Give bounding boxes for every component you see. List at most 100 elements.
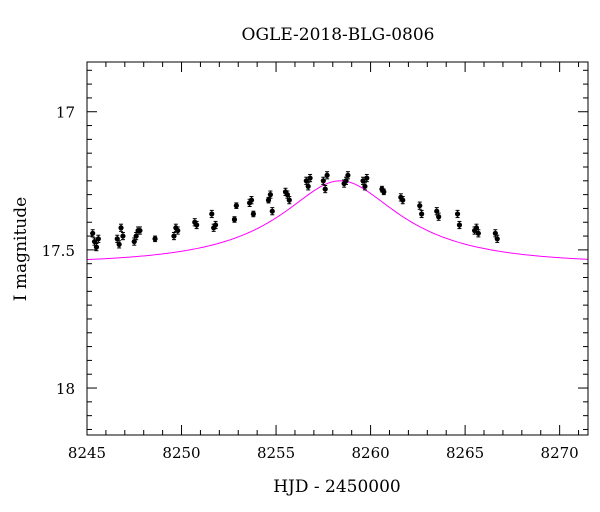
point-marker	[307, 175, 313, 181]
point-marker	[194, 222, 200, 228]
point-marker	[360, 178, 366, 184]
point-marker	[362, 183, 368, 189]
point-marker	[116, 241, 122, 247]
data-point	[131, 237, 137, 246]
data-point	[212, 220, 219, 230]
data-points-layer	[90, 171, 500, 252]
data-point	[419, 209, 425, 219]
point-marker	[265, 197, 272, 203]
point-marker	[91, 238, 98, 245]
point-marker	[434, 208, 440, 214]
point-marker	[364, 175, 370, 181]
y-axis-label: I magnitude	[11, 197, 31, 301]
data-point	[400, 196, 406, 205]
data-point	[381, 188, 387, 196]
data-point	[320, 176, 326, 185]
point-marker	[90, 230, 96, 236]
x-tick-label: 8270	[541, 444, 579, 462]
data-point	[494, 234, 500, 243]
x-tick-label: 8265	[446, 444, 484, 462]
point-marker	[492, 230, 498, 236]
axis-ticks	[86, 62, 588, 435]
point-marker	[269, 208, 275, 214]
point-marker	[343, 178, 349, 184]
point-marker	[322, 186, 328, 192]
point-marker	[473, 225, 480, 231]
data-point	[116, 240, 122, 249]
model-curve-layer	[86, 180, 589, 261]
chart-title: OGLE-2018-BLG-0806	[242, 25, 435, 45]
point-marker	[454, 211, 461, 217]
data-point	[233, 202, 239, 209]
point-marker	[93, 244, 100, 250]
data-point	[307, 173, 313, 183]
data-point	[194, 220, 200, 230]
point-marker	[400, 197, 406, 203]
point-marker	[303, 178, 309, 184]
point-marker	[305, 183, 311, 189]
data-point	[324, 171, 330, 180]
x-axis-label: HJD - 2450000	[273, 477, 401, 497]
point-marker	[419, 211, 425, 217]
data-point	[250, 210, 256, 218]
data-point	[90, 229, 96, 238]
point-marker	[494, 236, 500, 242]
data-point	[118, 223, 124, 232]
data-point	[456, 220, 463, 230]
data-point	[364, 173, 370, 183]
point-marker	[248, 197, 255, 203]
data-point	[322, 185, 328, 194]
point-marker	[95, 236, 101, 242]
data-point	[286, 196, 292, 205]
point-marker	[209, 211, 215, 217]
point-marker	[320, 178, 326, 184]
y-tick-label: 18	[56, 380, 75, 398]
point-marker	[120, 233, 126, 239]
data-point	[231, 216, 238, 223]
data-point	[175, 226, 181, 235]
point-marker	[286, 197, 292, 203]
data-point	[454, 209, 461, 219]
data-point	[95, 234, 101, 243]
point-marker	[250, 211, 256, 217]
point-marker	[175, 227, 181, 234]
data-point	[345, 171, 351, 180]
y-tick-label: 17.5	[42, 242, 75, 260]
x-tick-label: 8255	[257, 444, 295, 462]
point-marker	[118, 225, 124, 231]
data-point	[417, 201, 423, 210]
data-point	[248, 196, 255, 205]
data-point	[152, 235, 158, 243]
y-tick-labels: 17 17.5 18	[42, 104, 75, 398]
data-point	[265, 196, 272, 204]
point-marker	[131, 238, 137, 245]
point-marker	[456, 222, 463, 228]
data-point	[475, 229, 481, 238]
data-point	[209, 209, 215, 219]
point-marker	[231, 216, 238, 223]
data-point	[305, 182, 311, 191]
point-marker	[475, 230, 481, 236]
point-marker	[417, 203, 423, 209]
point-marker	[137, 227, 143, 234]
data-point	[137, 226, 143, 235]
data-point	[436, 212, 442, 221]
point-marker	[267, 192, 273, 198]
point-marker	[133, 233, 139, 239]
data-point	[269, 207, 275, 216]
x-tick-label: 8260	[351, 444, 389, 462]
point-marker	[345, 172, 351, 178]
model-curve	[86, 180, 589, 261]
point-marker	[171, 233, 177, 239]
x-tick-labels: 8245 8250 8255 8260 8265 8270	[68, 444, 579, 462]
data-point	[120, 231, 126, 241]
point-marker	[284, 192, 290, 198]
point-marker	[381, 189, 387, 195]
point-marker	[212, 222, 219, 228]
x-tick-label: 8245	[68, 444, 106, 462]
point-marker	[233, 203, 239, 209]
data-point	[267, 190, 273, 199]
x-tick-label: 8250	[162, 444, 200, 462]
y-tick-label: 17	[56, 104, 75, 122]
